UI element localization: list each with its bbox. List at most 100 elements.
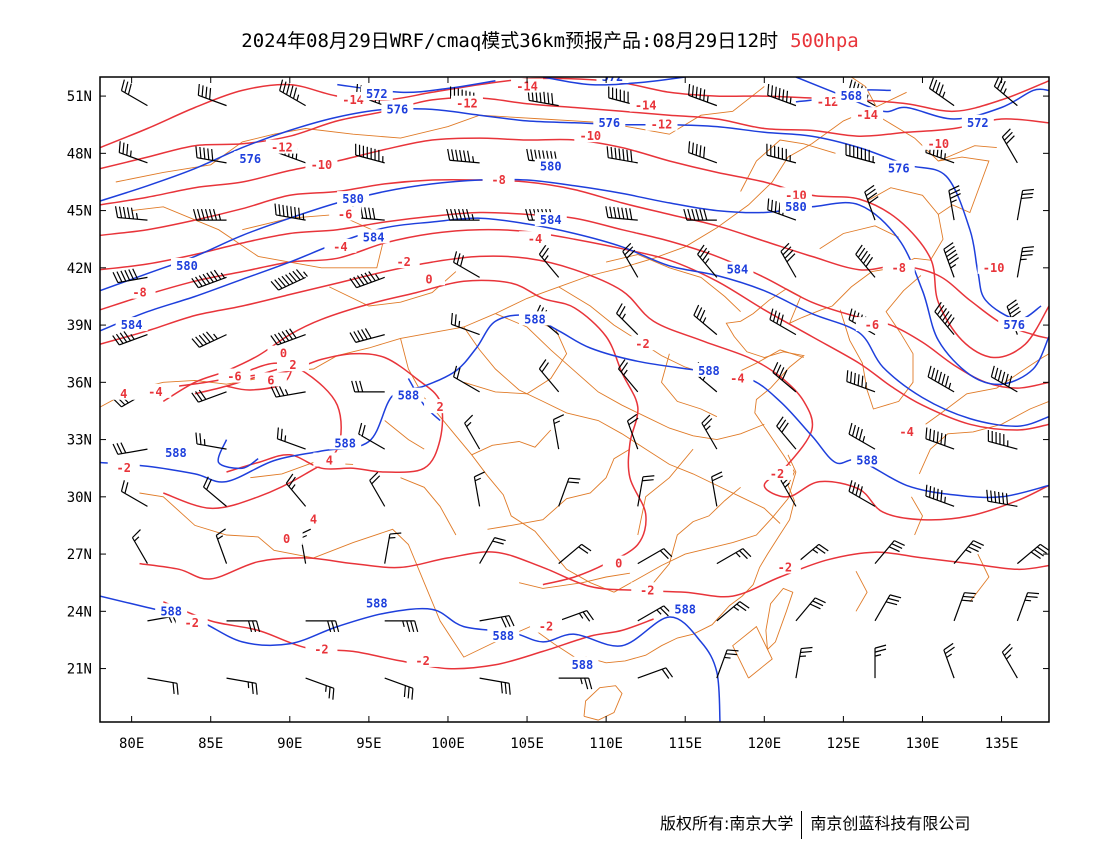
temperature-label-bg xyxy=(450,95,483,110)
temperature-label-bg xyxy=(123,284,156,299)
wind-barb xyxy=(450,312,480,336)
footer-divider xyxy=(801,810,803,839)
wind-barb xyxy=(769,308,797,336)
wind-barb-feather xyxy=(294,206,297,219)
wind-barb-feather xyxy=(772,310,777,322)
wind-barb-feather xyxy=(118,206,123,218)
wind-barb-staff xyxy=(716,649,728,679)
wind-barb-feather xyxy=(894,540,905,546)
wind-barb-half-feather xyxy=(735,552,741,558)
wind-barb xyxy=(276,427,306,450)
wind-barb xyxy=(637,605,673,622)
height-contour-label: 588 xyxy=(492,629,514,643)
temperature-label-bg xyxy=(107,460,140,475)
wind-barb-feather xyxy=(132,268,139,280)
wind-barb-feather xyxy=(800,650,812,654)
wind-barb-half-feather xyxy=(130,333,135,340)
wind-barb-feather xyxy=(874,648,887,653)
wind-barb-staff xyxy=(131,537,148,564)
wind-barb-feather xyxy=(946,249,957,258)
height-label-bg xyxy=(115,317,148,332)
wind-barb-feather xyxy=(925,484,928,497)
province-boundary xyxy=(585,288,833,664)
wind-barb-feather xyxy=(361,329,368,340)
lat-tick-label: 27N xyxy=(67,547,92,563)
wind-barb-feather xyxy=(809,603,821,610)
wind-barb xyxy=(953,592,976,622)
wind-barb-feather xyxy=(508,615,515,627)
wind-barb xyxy=(1016,188,1034,221)
wind-barb-feather xyxy=(406,620,411,633)
wind-barb-feather xyxy=(541,362,549,373)
wind-barb-staff xyxy=(953,592,965,622)
wind-barb-feather xyxy=(210,271,218,282)
wind-barb-feather xyxy=(359,380,364,393)
wind-barb-feather xyxy=(703,418,713,428)
province-boundary xyxy=(518,572,630,589)
wind-barb-feather xyxy=(949,189,961,196)
wind-barb xyxy=(864,184,879,221)
wind-barb-staff xyxy=(637,667,667,679)
wind-barb-feather xyxy=(1001,128,1011,138)
wind-barb-feather xyxy=(361,424,366,437)
wind-barb xyxy=(776,416,797,450)
wind-barb-staff xyxy=(925,438,955,450)
wind-barb-half-feather xyxy=(458,320,461,328)
wind-barb-half-feather xyxy=(168,616,173,623)
wind-barb-feather xyxy=(1006,299,1017,307)
wind-barb-staff xyxy=(767,94,797,107)
temperature-label-bg xyxy=(297,511,330,526)
copyright-footer: 版权所有:南京大学 南京创蓝科技有限公司 xyxy=(660,810,970,839)
wind-barb xyxy=(191,389,227,403)
wind-barb xyxy=(305,677,335,700)
wind-barb-staff xyxy=(693,314,718,336)
lat-tick-label: 24N xyxy=(67,604,92,620)
temperature-contour-label: 0 xyxy=(615,557,622,571)
wind-barb-feather xyxy=(454,208,459,221)
height-contour-label: 580 xyxy=(785,200,807,214)
wind-barb-feather xyxy=(526,148,530,161)
wind-barb-feather xyxy=(711,471,723,478)
height-label-bg xyxy=(669,601,702,616)
temperature-label-bg xyxy=(254,372,287,387)
province-boundary xyxy=(819,225,899,250)
height-label-bg xyxy=(534,158,567,173)
wind-barb-feather xyxy=(282,204,285,217)
wind-barb-feather xyxy=(251,620,257,633)
wind-barb xyxy=(197,83,227,107)
wind-barb-feather xyxy=(642,479,654,482)
wind-barb-feather xyxy=(280,428,283,441)
wind-barb-feather xyxy=(364,328,372,339)
wind-barb-feather xyxy=(770,85,774,97)
temperature-contour-label: 6 xyxy=(267,373,274,387)
wind-barb-feather xyxy=(288,272,298,282)
lat-tick-label: 21N xyxy=(67,662,92,678)
wind-barb-feather xyxy=(1021,254,1033,257)
height-contour-label: 588 xyxy=(524,312,546,326)
wind-barb xyxy=(349,328,385,343)
wind-barb xyxy=(874,594,902,622)
province-boundary xyxy=(740,139,836,192)
wind-barb-feather xyxy=(778,202,781,215)
temperature-contour-label: -14 xyxy=(856,108,878,122)
temperature-label-bg xyxy=(482,172,515,187)
wind-barb-feather xyxy=(122,142,125,155)
wind-barb xyxy=(191,269,227,289)
temperature-label-bg xyxy=(629,97,662,112)
wind-barb-feather xyxy=(410,620,415,633)
wind-barb-half-feather xyxy=(950,264,957,269)
wind-barb-feather xyxy=(855,426,860,439)
wind-barb-staff xyxy=(1016,592,1029,622)
wind-barb-feather xyxy=(1001,643,1011,653)
wind-barb-feather xyxy=(1033,548,1044,557)
wind-barb-staff xyxy=(776,425,797,450)
wind-barb-feather xyxy=(950,193,961,199)
lon-tick-label: 90E xyxy=(277,736,302,752)
wind-barb-feather xyxy=(124,81,129,93)
lon-tick-label: 100E xyxy=(431,736,465,752)
lon-tick-label: 120E xyxy=(747,736,781,752)
wind-barb-staff xyxy=(196,443,227,450)
temperature-label-bg xyxy=(387,254,420,269)
wind-barb-feather xyxy=(846,370,849,382)
wind-barb-feather xyxy=(947,253,958,261)
